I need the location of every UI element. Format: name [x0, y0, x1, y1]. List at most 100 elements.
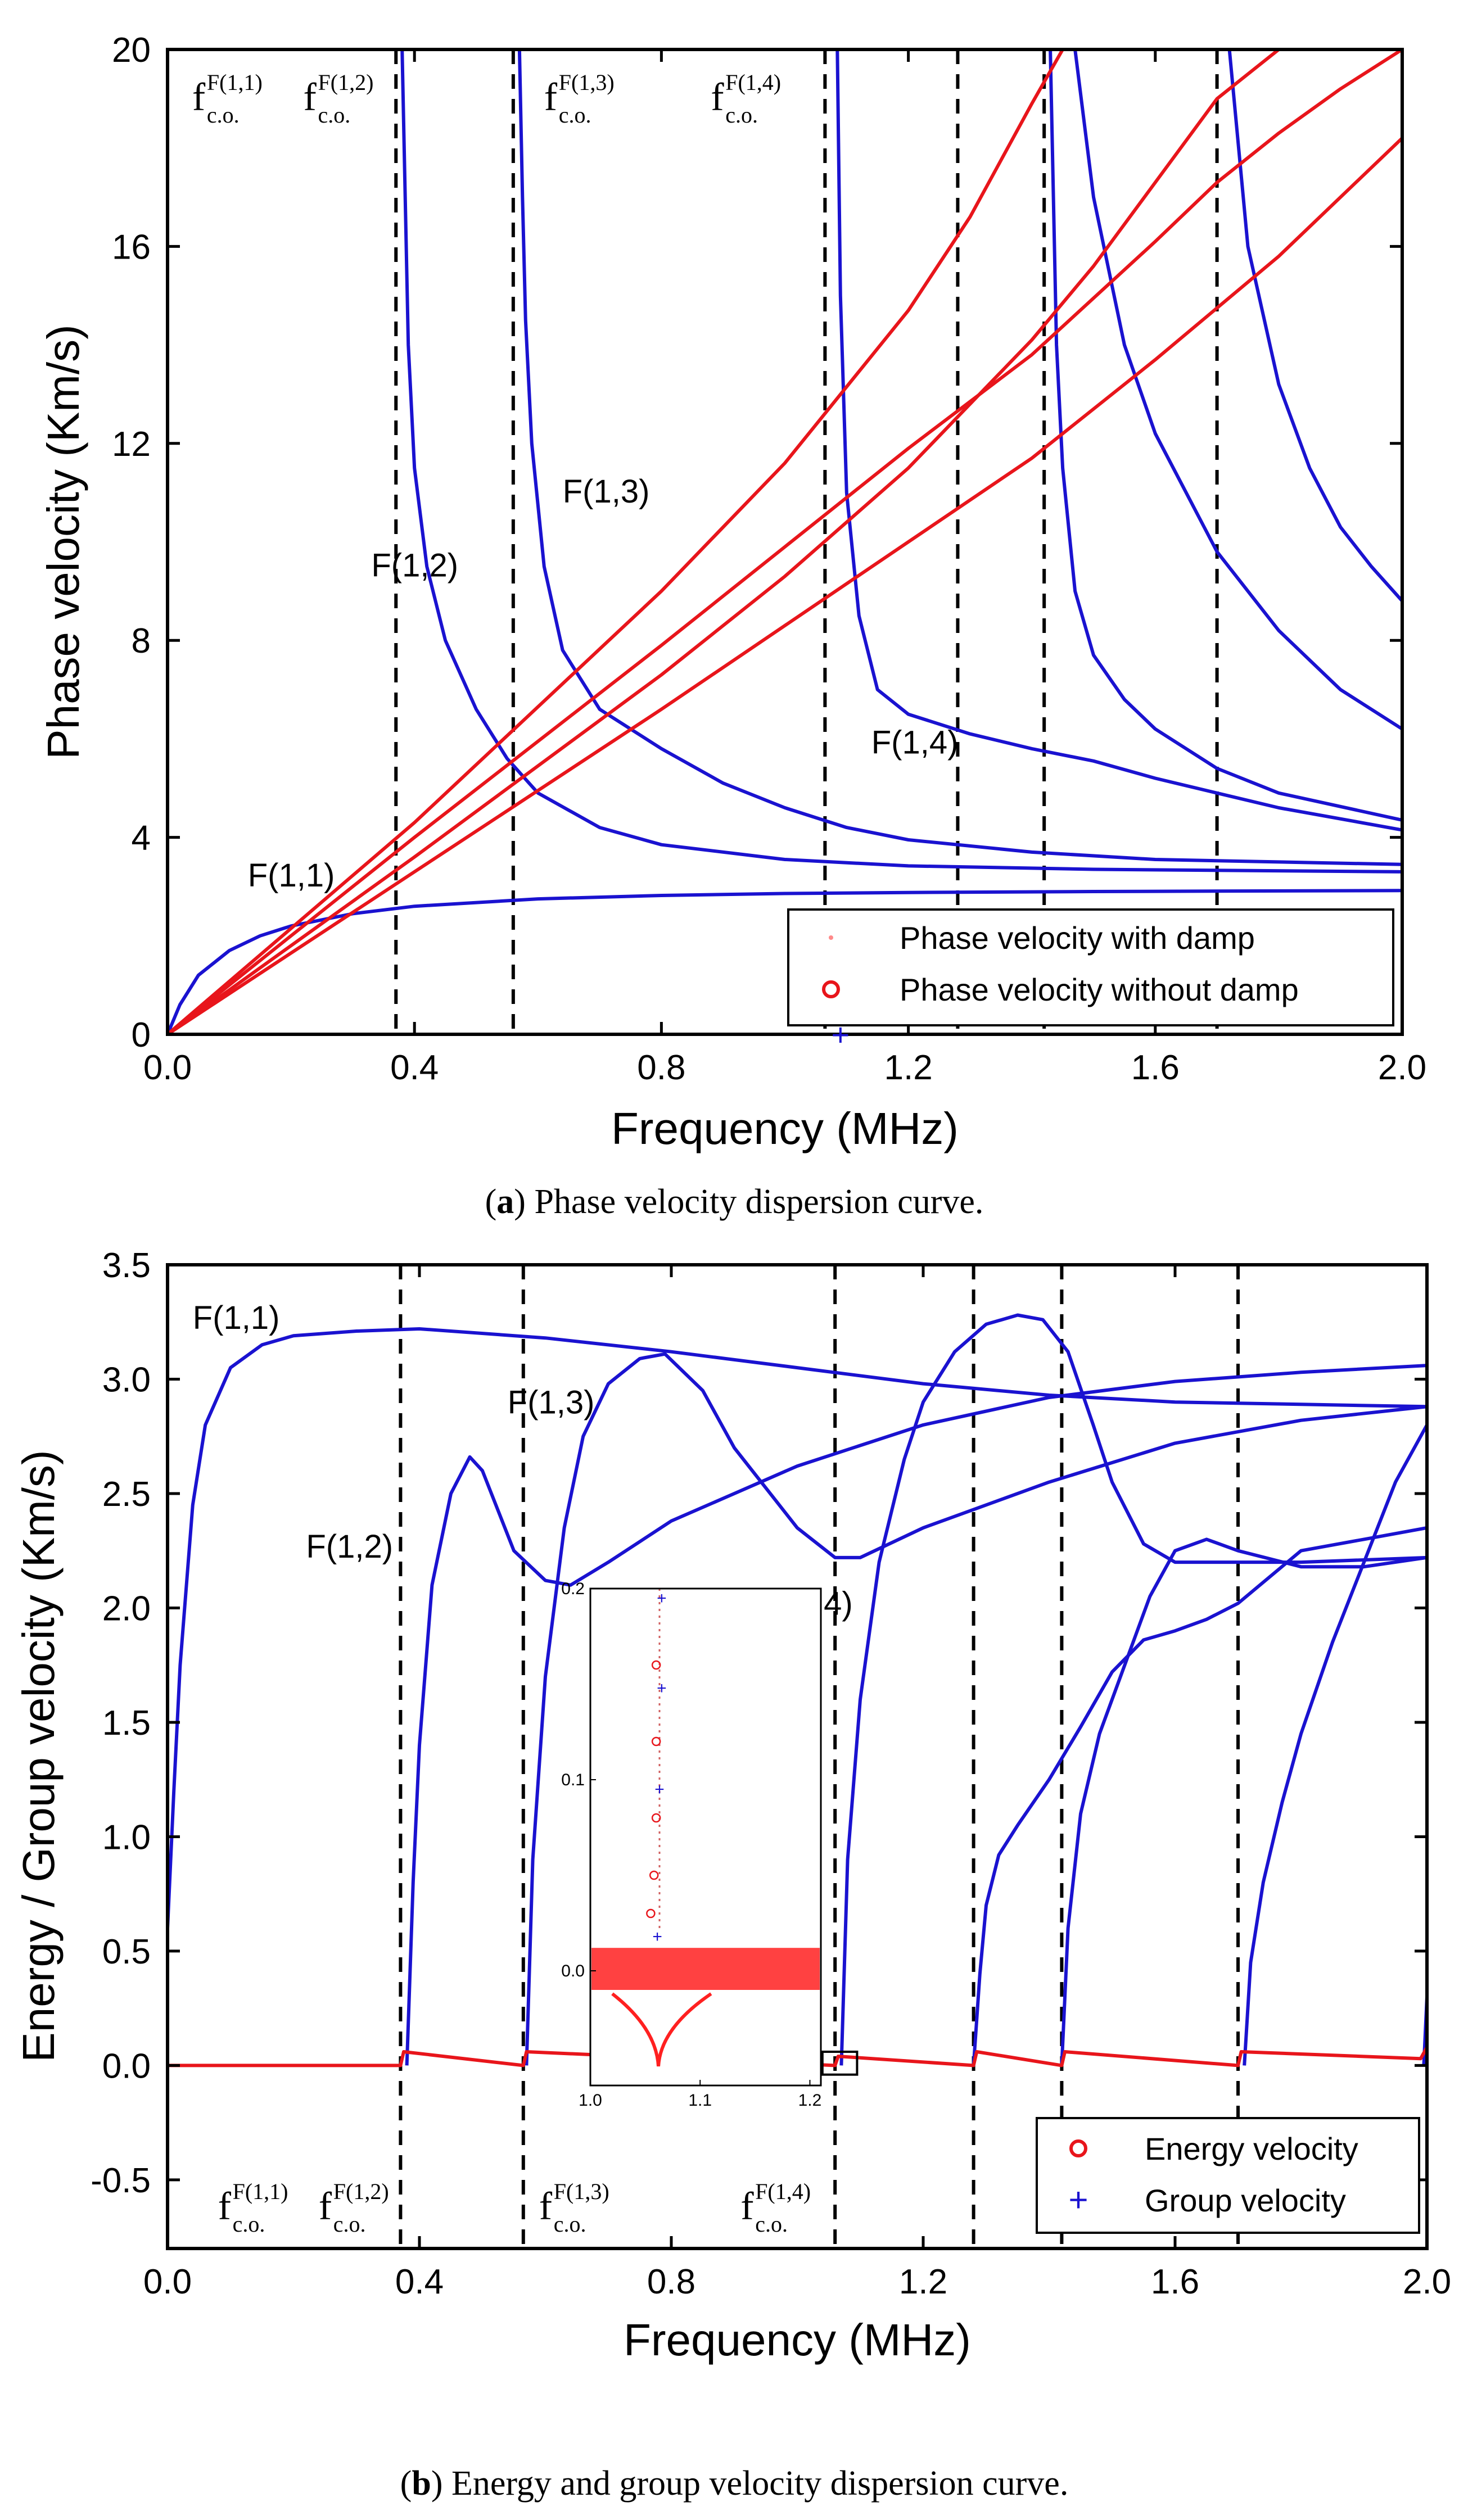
- mode-label: F(1,1): [193, 1300, 280, 1336]
- panel-b-legend: Energy velocity + Group velocity: [1036, 2117, 1420, 2234]
- panel-a-plot-frame: [166, 48, 1404, 1036]
- inset-group-point: +: [657, 1589, 667, 1608]
- cutoff-label: f F(1,2) c.o.: [304, 70, 374, 128]
- inset-ticks: 1.0 1.1 1.2 0.0 0.1 0.2: [561, 1580, 821, 2110]
- panel-a-caption-letter: a: [496, 1183, 514, 1221]
- panel-a-caption: (a) Phase velocity dispersion curve.: [485, 1183, 984, 1221]
- cutoff-label-f: f: [544, 76, 558, 119]
- legend-plus-icon: +: [1068, 2181, 1088, 2219]
- series-line: [1049, 49, 1402, 822]
- series-line: [835, 49, 1402, 832]
- cutoff-label-sup: F(1,2): [333, 2179, 389, 2204]
- cutoff-label: f F(1,4) c.o.: [740, 2179, 811, 2237]
- x-tick-label: 1.2: [884, 1048, 932, 1087]
- cutoff-label-f: f: [539, 2185, 553, 2228]
- cutoff-label-sup: F(1,3): [559, 70, 615, 95]
- cutoff-label-sup: F(1,3): [554, 2179, 609, 2204]
- inset-x-tick-label: 1.2: [798, 2091, 822, 2110]
- y-tick-label: 0: [132, 1016, 151, 1055]
- panel-b-cutoff-labels: f F(1,1)c.o. f F(1,2)c.o. f F(1,3)c.o. f F(1,4)…: [218, 2179, 811, 2237]
- series-line: [1060, 1537, 1427, 2066]
- series-line: [1073, 49, 1402, 731]
- series-line: [405, 1364, 1427, 2066]
- panel-a-legend-box: [787, 908, 1394, 1026]
- inset-group-point: +: [654, 1780, 665, 1799]
- legend-label-energy: Energy velocity: [1145, 2131, 1358, 2166]
- panel-a-y-ticks: 0 4 8 12 16 20: [112, 31, 1402, 1055]
- x-tick-label: 0.4: [395, 2263, 444, 2301]
- series-line: [168, 889, 1402, 1034]
- legend-dot-icon: [829, 935, 833, 940]
- cutoff-label-f: f: [218, 2185, 232, 2228]
- inset-background: [590, 1589, 821, 2085]
- y-tick-label: 2.5: [102, 1475, 151, 1514]
- legend-label-with-damp: Phase velocity with damp: [900, 920, 1255, 956]
- inset-dip-line: [611, 1992, 712, 2067]
- series-line: [1243, 1424, 1427, 2066]
- y-tick-label: -0.5: [91, 2161, 151, 2200]
- inset-energy-band: [591, 1948, 820, 1990]
- x-tick-label: 1.6: [1131, 1048, 1180, 1087]
- cutoff-label-sup: F(1,4): [725, 70, 781, 95]
- mode-label: F(1,1): [248, 857, 335, 894]
- legend-label-group: Group velocity: [1145, 2183, 1346, 2218]
- y-tick-label: 1.5: [102, 1704, 151, 1743]
- cutoff-label-f: f: [304, 76, 317, 119]
- panel-a-y-axis-label: Phase velocity (Km/s): [38, 324, 88, 759]
- x-tick-label: 0.8: [647, 2263, 695, 2301]
- panel-b-curves: [168, 1313, 1427, 2067]
- cutoff-label-sub: c.o.: [233, 2211, 265, 2237]
- mode-label: F(1,2): [371, 547, 458, 583]
- cutoff-label-sup: F(1,2): [318, 70, 374, 95]
- panel-b-legend-box: [1036, 2117, 1420, 2234]
- mode-label: F(1,4): [871, 725, 959, 761]
- inset-group-point: +: [657, 1679, 667, 1698]
- panel-a: 0.0 0.4 0.8 1.2 1.6 2.0 0 4 8 12 16 20 Frequency (…: [38, 31, 1426, 1221]
- series-line: [525, 1352, 1427, 2066]
- panel-b-cutoff-lines: [399, 1265, 1240, 2248]
- inset-energy-point: [651, 1736, 661, 1747]
- cutoff-label: f F(1,3) c.o.: [544, 70, 615, 128]
- panel-a-caption-text: Phase velocity dispersion curve.: [526, 1183, 983, 1221]
- cutoff-label: f F(1,1) c.o.: [192, 70, 263, 128]
- series-line: [168, 49, 1402, 1034]
- cutoff-label-f: f: [740, 2185, 754, 2228]
- cutoff-label-sup: F(1,1): [207, 70, 263, 95]
- panel-a-curves: [168, 49, 1402, 1034]
- series-line: [1227, 49, 1402, 603]
- panel-b-inset: + + + + 1.0 1.1 1.2 0.0 0.1 0.2: [561, 1580, 822, 2110]
- panel-b-zoom-box: [821, 2051, 859, 2076]
- cutoff-label-sub: c.o.: [559, 102, 591, 128]
- legend-circle-icon: [1069, 2139, 1087, 2157]
- mode-label: F(1,3): [563, 473, 650, 510]
- cutoff-label: f F(1,4) c.o.: [711, 70, 781, 128]
- series-line: [839, 1313, 1427, 2066]
- panel-b-x-axis-label: Frequency (MHz): [624, 2315, 971, 2365]
- panel-a-x-ticks: 0.0 0.4 0.8 1.2 1.6 2.0: [143, 49, 1426, 1087]
- inset-content: + + + +: [591, 1589, 820, 2067]
- panel-b-caption: (b) Energy and group velocity dispersion…: [400, 2464, 1069, 2503]
- y-tick-label: 4: [132, 819, 151, 858]
- mode-label: F(1,3): [508, 1385, 595, 1421]
- x-tick-label: 0.4: [390, 1048, 439, 1087]
- cutoff-label-sub: c.o.: [333, 2211, 366, 2237]
- inset-energy-point: [651, 1660, 661, 1670]
- cutoff-label-sub: c.o.: [554, 2211, 586, 2237]
- y-tick-label: 8: [132, 622, 151, 660]
- y-tick-label: 20: [112, 31, 151, 70]
- series-line: [517, 49, 1402, 866]
- series-line: [168, 49, 1298, 1034]
- panel-b-plot-frame: [166, 1263, 1429, 2250]
- cutoff-label-sub: c.o.: [755, 2211, 788, 2237]
- y-tick-label: 0.5: [102, 1933, 151, 1971]
- x-tick-label: 0.8: [637, 1048, 685, 1087]
- y-tick-label: 12: [112, 425, 151, 464]
- panel-b-y-ticks: -0.5 0.0 0.5 1.0 1.5 2.0 2.5 3.0 3.5: [91, 1246, 1427, 2200]
- inset-x-tick-label: 1.1: [688, 2091, 712, 2110]
- panel-a-cutoff-labels: f F(1,1)c.o. f F(1,2)c.o. f F(1,3)c.o. f F(1,4)…: [192, 70, 781, 128]
- panel-a-x-axis-label: Frequency (MHz): [611, 1103, 959, 1153]
- y-tick-label: 2.0: [102, 1589, 151, 1628]
- legend-circle-icon: [822, 980, 840, 998]
- y-tick-label: 3.0: [102, 1360, 151, 1399]
